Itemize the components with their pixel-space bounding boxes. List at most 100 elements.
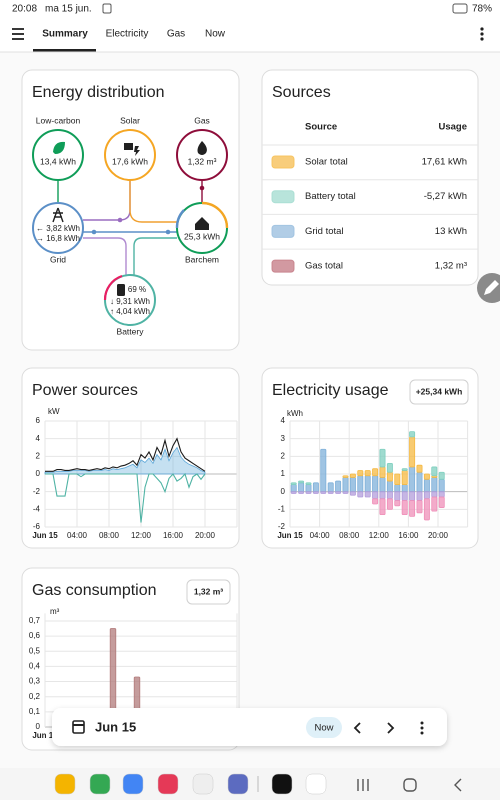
date-menu-icon[interactable] (420, 721, 424, 725)
bar (372, 468, 379, 477)
bar (409, 436, 416, 468)
x-tick-label: 12:00 (369, 531, 390, 540)
bar (298, 480, 305, 484)
bar (379, 477, 386, 493)
node-value: → 16,8 kWh (36, 234, 80, 243)
x-tick-label: 04:00 (310, 531, 331, 540)
tab[interactable]: Gas (167, 29, 185, 40)
y-tick-label: 2 (36, 451, 41, 460)
app-icon[interactable] (192, 773, 214, 795)
app-icon[interactable] (157, 773, 179, 795)
bar (431, 496, 438, 512)
bar (364, 470, 371, 477)
home-ring-grid (175, 209, 185, 229)
y-tick-label: -6 (33, 522, 41, 531)
bar (409, 500, 416, 517)
bar (438, 496, 445, 508)
date-menu-icon[interactable] (420, 731, 424, 735)
column-header: Source (305, 122, 337, 133)
bar (386, 480, 393, 493)
x-tick-label: 20:00 (195, 531, 216, 540)
more-icon[interactable] (480, 27, 484, 41)
tab[interactable]: Now (205, 29, 226, 40)
bolt-icon (134, 146, 140, 156)
bar (298, 491, 305, 494)
line (45, 437, 206, 472)
bar (386, 491, 393, 500)
app-icon[interactable] (227, 773, 249, 795)
flow-line (133, 237, 177, 275)
source-swatch (271, 155, 295, 169)
bar (290, 482, 297, 486)
bar (327, 491, 334, 494)
status-date: ma 15 jun. (45, 4, 92, 15)
node-label: Battery (117, 326, 145, 336)
nav-recents[interactable] (357, 779, 369, 791)
bar (327, 482, 334, 493)
nav-home[interactable] (403, 778, 417, 792)
nav-back[interactable] (454, 778, 462, 792)
bar (401, 500, 408, 516)
bar (357, 470, 364, 477)
grid-node (32, 202, 84, 254)
flow-dot (91, 229, 97, 235)
node-value: 17,6 kWh (112, 156, 148, 166)
bar (394, 491, 401, 501)
x-tick-label: 04:00 (67, 531, 88, 540)
now-button[interactable] (306, 717, 342, 738)
y-axis-label: kWh (287, 409, 303, 418)
solar-node (104, 129, 156, 181)
x-tick-label: 20:00 (428, 531, 449, 540)
status-battery: 78% (472, 4, 492, 15)
home-icon (195, 217, 209, 230)
node-label: Barchem (185, 254, 219, 264)
bar (416, 491, 423, 501)
bar (312, 491, 319, 494)
next-button[interactable] (387, 722, 395, 734)
card (21, 367, 240, 549)
app-icon[interactable] (305, 773, 327, 795)
node-value: 13,4 kWh (40, 156, 76, 166)
source-name: Gas total (305, 261, 343, 272)
node-label: Grid (50, 254, 66, 264)
bar (438, 471, 445, 480)
x-tick-label: Jun 15 (32, 731, 58, 740)
bar (320, 448, 327, 493)
now-label: Now (314, 723, 333, 734)
bar (431, 466, 438, 477)
bar (401, 484, 408, 493)
prev-button[interactable] (353, 722, 361, 734)
chart-title: Electricity usage (272, 382, 389, 399)
tab[interactable]: Electricity (106, 29, 149, 40)
y-tick-label: 0,4 (29, 662, 41, 671)
app-icon[interactable] (54, 773, 76, 795)
bar (438, 478, 445, 493)
y-tick-label: 3 (281, 434, 286, 443)
y-tick-label: 0 (36, 469, 41, 478)
node-value: 25,3 kWh (184, 231, 220, 241)
bar (401, 468, 408, 471)
bar (416, 464, 423, 473)
bar (409, 466, 416, 493)
y-tick-label: -4 (33, 504, 41, 513)
date-menu-icon[interactable] (420, 726, 424, 730)
y-tick-label: 0,5 (29, 646, 41, 655)
node-label: Gas (194, 115, 210, 125)
column-header: Usage (438, 122, 467, 133)
app-icon[interactable] (89, 773, 111, 795)
bar (372, 498, 379, 505)
bar (342, 477, 349, 493)
menu-icon[interactable] (12, 28, 24, 40)
bar (372, 475, 379, 493)
bar (357, 475, 364, 493)
source-usage: 17,61 kWh (422, 157, 467, 168)
tab[interactable]: Summary (42, 29, 88, 40)
card-title: Energy distribution (32, 84, 165, 101)
x-tick-label: Jun 15 (32, 531, 58, 540)
bar (386, 471, 393, 482)
app-icon[interactable] (271, 773, 293, 795)
x-tick-label: 16:00 (398, 531, 419, 540)
edit-icon (484, 280, 499, 295)
bar (379, 466, 386, 478)
app-icon[interactable] (122, 773, 144, 795)
